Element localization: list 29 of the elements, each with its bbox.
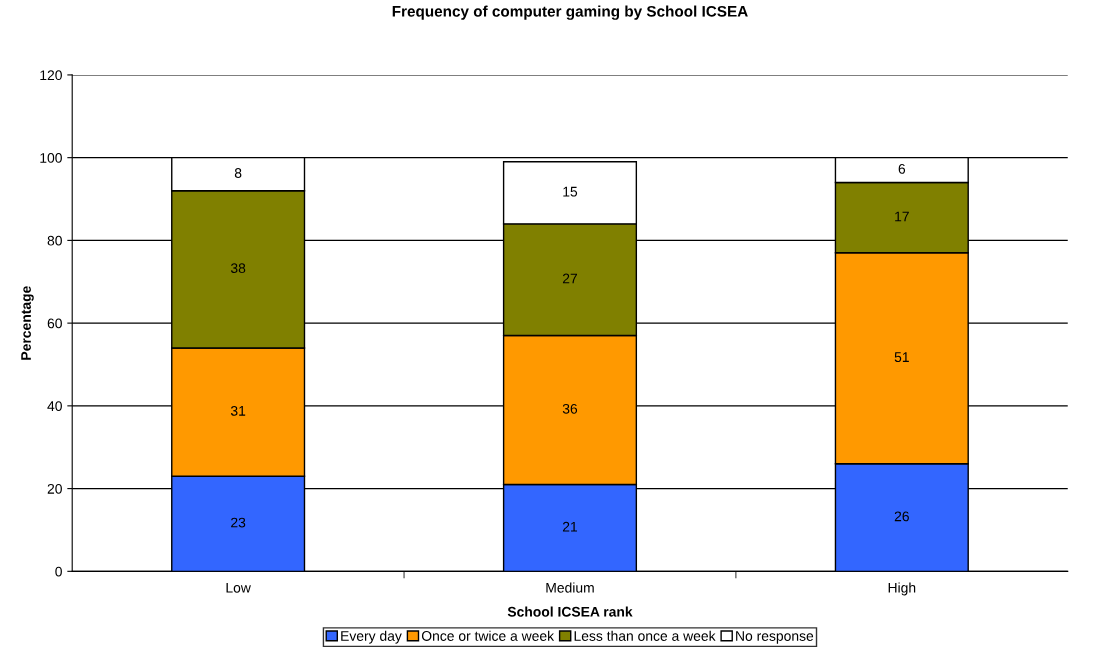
data-label: 31 (230, 405, 246, 416)
data-label: 51 (894, 352, 909, 363)
y-tick-label: 100 (40, 153, 62, 163)
x-tick-label: Medium (546, 582, 594, 593)
data-label: 27 (562, 273, 577, 284)
legend-label: Once or twice a week (421, 630, 555, 641)
data-label: 8 (234, 168, 242, 178)
data-label: 36 (562, 403, 578, 414)
y-tick-label: 80 (47, 235, 62, 246)
y-tick-label: 40 (47, 401, 62, 412)
y-tick-label: 120 (40, 70, 62, 81)
x-tick-label: High (888, 582, 916, 596)
data-label: 23 (231, 517, 246, 528)
data-label: 17 (895, 211, 909, 222)
legend-label: Every day (341, 630, 402, 644)
legend-label: No response (736, 631, 814, 644)
y-tick-label: 0 (55, 566, 62, 577)
data-label: 6 (898, 163, 906, 174)
x-axis-title: School ICSEA rank (507, 606, 633, 617)
y-tick-label: 60 (47, 318, 62, 329)
x-tick-label: Low (226, 582, 251, 593)
data-label: 38 (230, 263, 246, 274)
data-label: 21 (562, 521, 578, 532)
y-tick-label: 20 (47, 483, 62, 494)
y-axis-title: Percentage (21, 286, 34, 360)
legend-label: Less than once a week (574, 630, 716, 641)
data-label: 15 (563, 186, 578, 197)
chart-title: Frequency of computer gaming by School ICSEA (392, 5, 748, 20)
data-label: 26 (894, 511, 909, 522)
